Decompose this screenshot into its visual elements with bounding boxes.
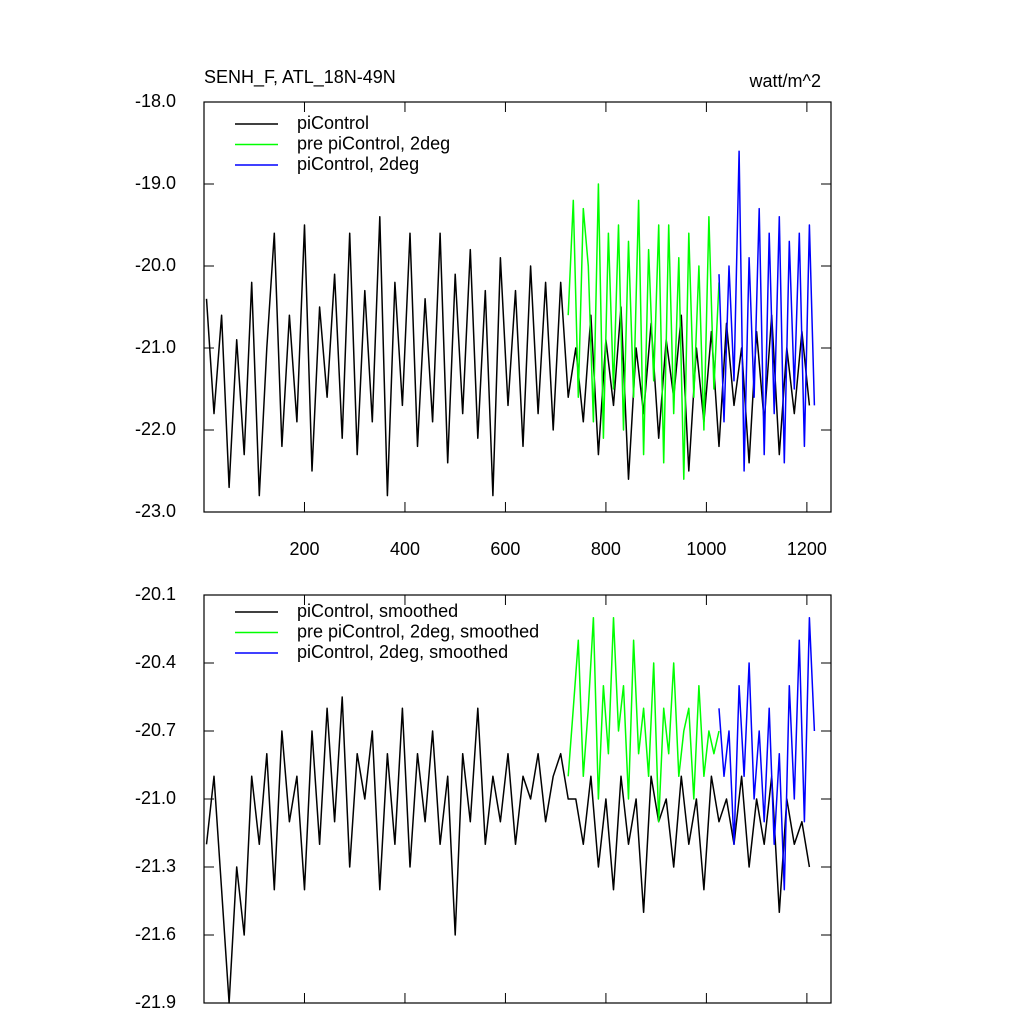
legend-label: piControl, 2deg, smoothed — [297, 642, 508, 662]
x-tick-label: 200 — [289, 539, 319, 559]
y-tick-label: -20.7 — [135, 720, 176, 740]
data-line — [205, 696, 811, 1004]
chart-title: SENH_F, ATL_18N-49N — [204, 67, 396, 88]
y-tick-label: -20.0 — [135, 255, 176, 275]
y-tick-label: -21.0 — [135, 788, 176, 808]
x-tick-label: 600 — [490, 539, 520, 559]
plot-frame — [203, 594, 832, 1004]
y-tick-label: -21.3 — [135, 856, 176, 876]
data-line — [567, 183, 720, 480]
data-line — [718, 150, 816, 472]
y-tick-label: -20.4 — [135, 652, 176, 672]
legend-label: piControl, 2deg — [297, 154, 419, 174]
unit-label: watt/m^2 — [749, 71, 821, 91]
plot-frame — [203, 101, 832, 513]
x-tick-label: 800 — [591, 539, 621, 559]
x-tick-label: 1200 — [787, 539, 827, 559]
data-line — [205, 216, 811, 497]
legend-label: piControl, smoothed — [297, 601, 458, 621]
y-tick-label: -21.0 — [135, 337, 176, 357]
y-tick-label: -19.0 — [135, 173, 176, 193]
y-tick-label: -23.0 — [135, 501, 176, 521]
y-tick-label: -21.9 — [135, 992, 176, 1012]
legend-label: pre piControl, 2deg, smoothed — [297, 621, 539, 641]
y-tick-label: -20.1 — [135, 584, 176, 604]
y-tick-label: -22.0 — [135, 419, 176, 439]
y-tick-label: -18.0 — [135, 91, 176, 111]
x-tick-label: 400 — [390, 539, 420, 559]
legend-label: piControl — [297, 113, 369, 133]
data-line — [567, 616, 720, 823]
y-tick-label: -21.6 — [135, 924, 176, 944]
data-line — [718, 616, 816, 891]
legend-label: pre piControl, 2deg — [297, 133, 450, 153]
x-tick-label: 1000 — [686, 539, 726, 559]
